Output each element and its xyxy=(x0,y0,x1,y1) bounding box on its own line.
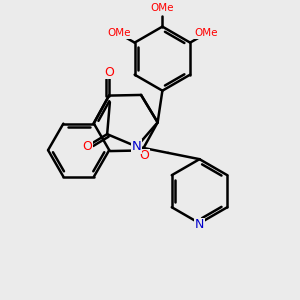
Text: OMe: OMe xyxy=(194,28,218,38)
Text: N: N xyxy=(195,218,204,231)
Text: OMe: OMe xyxy=(107,28,130,38)
Text: O: O xyxy=(82,140,92,153)
Text: O: O xyxy=(104,66,114,79)
Text: O: O xyxy=(140,149,149,162)
Text: OMe: OMe xyxy=(151,3,174,13)
Text: N: N xyxy=(132,140,142,153)
